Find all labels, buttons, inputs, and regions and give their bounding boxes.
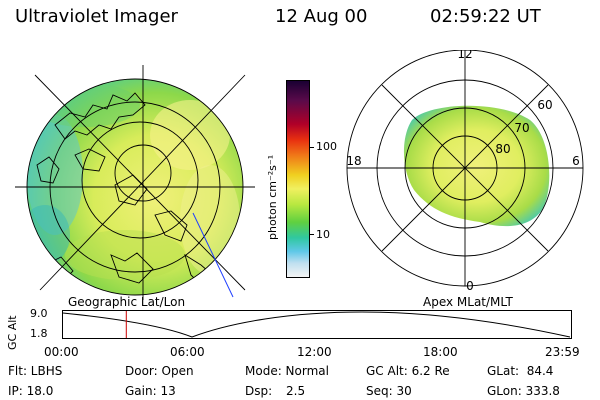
gc-alt-xtick-0600: 06:00 bbox=[170, 345, 205, 359]
auroral-oval bbox=[403, 105, 550, 227]
gc-alt-xtick-2359: 23:59 bbox=[545, 345, 580, 359]
app-title: Ultraviolet Imager bbox=[15, 6, 178, 27]
gc-alt-ylabel: GC Alt bbox=[6, 315, 19, 350]
mlat-label-80: 80 bbox=[495, 142, 510, 156]
info-door: Door: Open bbox=[125, 364, 194, 378]
info-mode: Mode: Normal bbox=[245, 364, 329, 378]
info-dsp-label: Dsp: bbox=[245, 384, 273, 398]
mlat-label-60: 60 bbox=[537, 98, 552, 112]
date-label: 12 Aug 00 bbox=[275, 6, 368, 27]
left-coastlines bbox=[36, 92, 216, 288]
colorbar bbox=[286, 80, 310, 278]
gc-alt-xtick-1200: 12:00 bbox=[297, 345, 332, 359]
left-grid bbox=[15, 65, 255, 300]
polar-grid bbox=[346, 50, 584, 287]
info-glon: GLon: 333.8 bbox=[487, 384, 560, 398]
apex-polar-plot: 12 0 18 6 60 70 80 bbox=[346, 50, 584, 293]
info-ip: IP: 18.0 bbox=[8, 384, 54, 398]
colorbar-tick-label-100: 100 bbox=[316, 140, 337, 153]
info-gain: Gain: 13 bbox=[125, 384, 176, 398]
time-label: 02:59:22 UT bbox=[430, 6, 541, 27]
mlt-label-right: 6 bbox=[572, 154, 580, 168]
colorbar-unit-label: photon cm⁻²s⁻¹ bbox=[266, 154, 279, 240]
gc-alt-xtick-1800: 18:00 bbox=[423, 345, 458, 359]
left-track-line bbox=[192, 212, 234, 298]
info-filter: Flt: LBHS bbox=[8, 364, 63, 378]
info-dsp-value: 2.5 bbox=[286, 384, 306, 398]
mlt-label-top: 12 bbox=[457, 50, 472, 61]
gc-alt-curve bbox=[62, 311, 571, 338]
mlat-label-70: 70 bbox=[514, 121, 529, 135]
geographic-auroral-image bbox=[15, 65, 255, 300]
colorbar-tick-label-10: 10 bbox=[316, 228, 330, 241]
info-seq: Seq: 30 bbox=[366, 384, 412, 398]
gc-alt-ytick-9: 9.0 bbox=[30, 307, 48, 320]
right-panel-caption: Apex MLat/MLT bbox=[423, 295, 513, 309]
mlt-label-left: 18 bbox=[346, 154, 361, 168]
info-glat: GLat: 84.4 bbox=[487, 364, 554, 378]
gc-alt-plot bbox=[62, 310, 572, 339]
left-panel-caption: Geographic Lat/Lon bbox=[68, 295, 186, 309]
gc-alt-xtick-0000: 00:00 bbox=[44, 345, 79, 359]
gc-alt-ytick-1: 1.8 bbox=[30, 327, 48, 340]
colorbar-tick-10 bbox=[309, 234, 314, 235]
mlt-label-bottom: 0 bbox=[466, 279, 474, 293]
colorbar-tick-100 bbox=[309, 147, 314, 148]
info-gc-alt: GC Alt: 6.2 Re bbox=[366, 364, 450, 378]
